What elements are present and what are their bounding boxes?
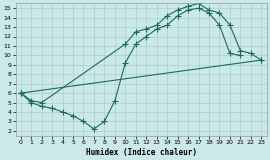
X-axis label: Humidex (Indice chaleur): Humidex (Indice chaleur) [86,148,197,156]
